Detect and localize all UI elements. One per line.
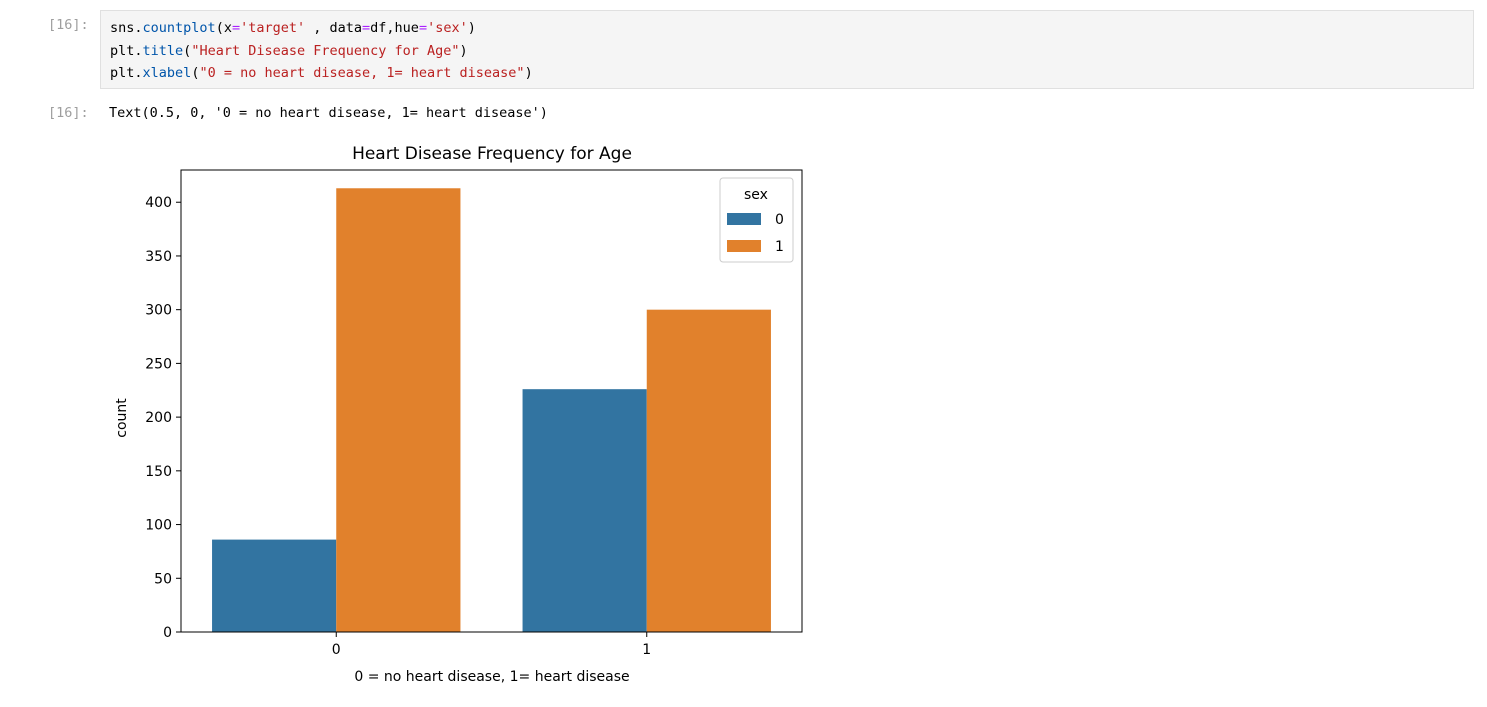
code-token: (x <box>215 20 232 36</box>
legend-title: sex <box>744 187 768 203</box>
legend: sex 0 1 <box>719 177 794 263</box>
code-token: . <box>134 42 143 59</box>
y-tick-label: 200 <box>145 410 172 426</box>
output-text: Text(0.5, 0, '0 = no heart disease, 1= h… <box>109 105 548 121</box>
code-token: . <box>134 20 143 36</box>
bar-target-0-sex-1 <box>336 188 461 632</box>
bar-target-0-sex-0 <box>212 539 337 632</box>
countplot-chart: Heart Disease Frequency for Age count 0 … <box>114 144 803 685</box>
code-token: "0 = no heart disease, 1= heart disease" <box>199 65 525 82</box>
y-axis-label: count <box>114 398 130 438</box>
y-tick-label: 350 <box>145 249 172 265</box>
y-ticks-group: 0 50 100 150 200 250 300 350 400 <box>145 195 181 641</box>
code-token: "Heart Disease Frequency for Age" <box>191 42 460 59</box>
code-token: . <box>134 65 143 82</box>
code-token: ( <box>183 42 192 59</box>
y-tick-label: 300 <box>145 303 172 319</box>
code-token: = <box>418 20 428 36</box>
legend-label-1: 1 <box>775 239 784 255</box>
code-input-cell[interactable]: sns.countplot(x='target' , data=df,hue='… <box>100 10 1474 89</box>
code-token: ) <box>524 65 533 82</box>
code-token: 'target' <box>240 20 306 36</box>
code-token: = <box>362 20 371 36</box>
y-tick-label: 400 <box>145 195 172 211</box>
code-editor[interactable]: sns.countplot(x='target' , data=df,hue='… <box>110 17 533 85</box>
code-token: df,hue <box>370 20 419 36</box>
code-token: title <box>142 42 184 59</box>
code-token: countplot <box>142 20 216 36</box>
code-token: xlabel <box>142 65 192 82</box>
code-token: 'sex' <box>427 20 468 36</box>
code-token: plt <box>110 65 135 82</box>
y-tick-label: 50 <box>154 571 172 587</box>
output-prompt: [16]: <box>48 105 89 121</box>
code-token: ) <box>459 42 468 59</box>
code-token: sns <box>110 20 135 36</box>
chart-title: Heart Disease Frequency for Age <box>352 144 632 164</box>
y-tick-label: 250 <box>145 356 172 372</box>
x-tick-label: 0 <box>332 642 341 658</box>
y-tick-label: 150 <box>145 464 172 480</box>
x-tick-label: 1 <box>642 642 651 658</box>
code-token: ) <box>467 20 476 36</box>
bars-group <box>212 188 771 632</box>
bar-target-1-sex-1 <box>646 309 771 632</box>
legend-label-0: 0 <box>775 212 784 228</box>
code-token: = <box>231 20 241 36</box>
legend-swatch-1 <box>727 240 761 252</box>
input-prompt: [16]: <box>48 17 89 33</box>
y-tick-label: 0 <box>163 625 172 641</box>
code-token: plt <box>110 42 135 59</box>
plot-frame <box>180 169 803 633</box>
y-tick-label: 100 <box>145 518 172 534</box>
code-token: ( <box>191 65 200 82</box>
legend-swatch-0 <box>727 213 761 225</box>
x-axis-label: 0 = no heart disease, 1= heart disease <box>354 669 629 685</box>
code-token: , data <box>305 20 363 36</box>
bar-target-1-sex-0 <box>522 389 647 632</box>
